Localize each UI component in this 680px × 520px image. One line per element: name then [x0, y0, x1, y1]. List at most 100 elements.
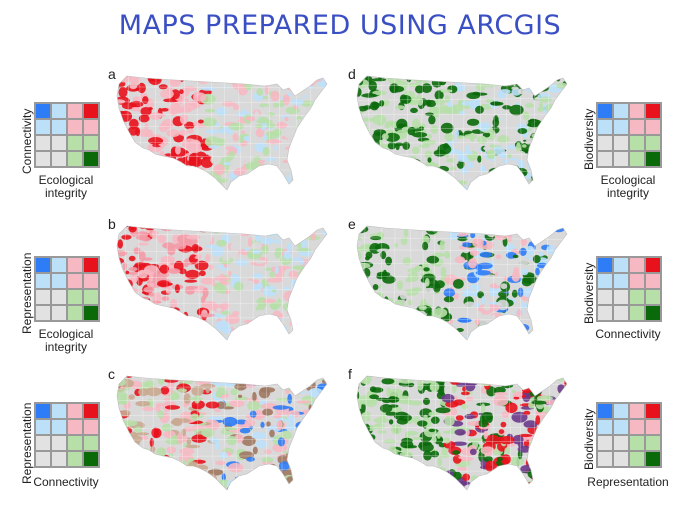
map-patch	[127, 126, 139, 136]
map-patch	[137, 162, 146, 169]
map-patch	[118, 175, 135, 181]
map-patch	[368, 449, 382, 460]
map-patch	[545, 76, 558, 81]
map-patch	[238, 226, 247, 230]
map-patch	[276, 419, 283, 431]
map-patch	[360, 456, 366, 468]
map-patch	[532, 384, 539, 391]
map-patch	[194, 464, 209, 472]
map-patch	[368, 442, 377, 446]
map-patch	[120, 370, 129, 375]
map-patch	[257, 76, 267, 78]
legend-cell	[35, 119, 51, 135]
map-patch	[278, 474, 286, 484]
map-patch	[440, 122, 454, 134]
map-patch	[125, 270, 130, 275]
map-patch	[462, 337, 477, 340]
map-patch	[138, 298, 144, 309]
legend-cell	[67, 403, 83, 419]
map-patch	[213, 164, 226, 176]
map-patch	[448, 334, 459, 340]
map-patch	[165, 159, 172, 166]
map-patch	[440, 182, 456, 190]
map-patch	[425, 76, 441, 77]
map-patch	[504, 447, 511, 455]
map-patch	[412, 146, 420, 155]
map-patch	[559, 119, 566, 130]
map-patch	[121, 165, 132, 173]
panel-letter-e: e	[348, 216, 356, 232]
map-patch	[169, 102, 180, 114]
map-patch	[491, 376, 497, 377]
legend-cell	[597, 451, 613, 467]
map-patch	[168, 76, 181, 87]
map-patch	[122, 279, 133, 289]
map-patch	[138, 114, 150, 123]
map-patch	[220, 325, 232, 335]
map-patch	[555, 128, 567, 139]
map-patch	[374, 423, 385, 430]
map-patch	[199, 475, 206, 484]
map-patch	[553, 326, 560, 331]
map-patch	[415, 85, 424, 94]
map-patch	[166, 446, 177, 454]
map-patch	[264, 226, 274, 233]
state-border	[463, 76, 465, 190]
map-patch	[563, 318, 567, 328]
legend-cell	[67, 273, 83, 289]
map-patch	[440, 89, 453, 93]
map-patch	[316, 296, 325, 308]
map-patch	[361, 402, 366, 413]
map-patch	[246, 330, 252, 337]
map-patch	[547, 314, 562, 321]
map-patch	[148, 137, 164, 145]
map-patch	[436, 226, 445, 233]
legend-cell	[645, 119, 661, 135]
map-patch	[475, 105, 484, 114]
legend-y-label: Representation	[20, 402, 34, 484]
map-patch	[288, 307, 295, 316]
map-patch	[153, 483, 168, 490]
legend-cell	[83, 151, 99, 167]
map-panel-b: b	[105, 212, 333, 346]
map-panel-c: c	[105, 362, 333, 496]
map-patch	[446, 76, 455, 81]
map-patch	[512, 474, 517, 484]
map-patch	[202, 117, 217, 127]
map-patch	[294, 305, 306, 316]
map-patch	[117, 257, 124, 265]
map-patch	[159, 264, 170, 274]
map-patch	[407, 185, 420, 190]
map-patch	[265, 421, 271, 427]
map-patch	[499, 89, 511, 94]
map-patch	[409, 311, 422, 316]
map-patch	[538, 229, 545, 239]
map-patch	[405, 431, 419, 436]
map-patch	[549, 309, 561, 317]
map-patch	[557, 129, 565, 135]
map-patch	[410, 107, 418, 114]
map-patch	[160, 386, 170, 395]
map-patch	[178, 326, 186, 338]
map-patch	[554, 470, 564, 478]
map-patch	[531, 400, 547, 405]
map-patch	[361, 476, 372, 483]
map-patch	[157, 320, 166, 327]
map-patch	[314, 165, 322, 176]
map-patch	[547, 175, 558, 182]
map-patch	[310, 279, 321, 288]
map-patch	[205, 254, 211, 263]
map-patch	[480, 403, 486, 414]
map-patch	[185, 285, 198, 289]
map-patch	[179, 326, 191, 332]
map-patch	[186, 437, 192, 446]
map-patch	[214, 178, 223, 187]
map-patch	[305, 158, 314, 167]
legend-cell	[35, 273, 51, 289]
map-patch	[369, 327, 380, 332]
map-patch	[315, 306, 322, 311]
map-patch	[532, 444, 540, 452]
map-patch	[381, 378, 395, 385]
map-patch	[174, 284, 180, 294]
legend-cell	[35, 257, 51, 273]
